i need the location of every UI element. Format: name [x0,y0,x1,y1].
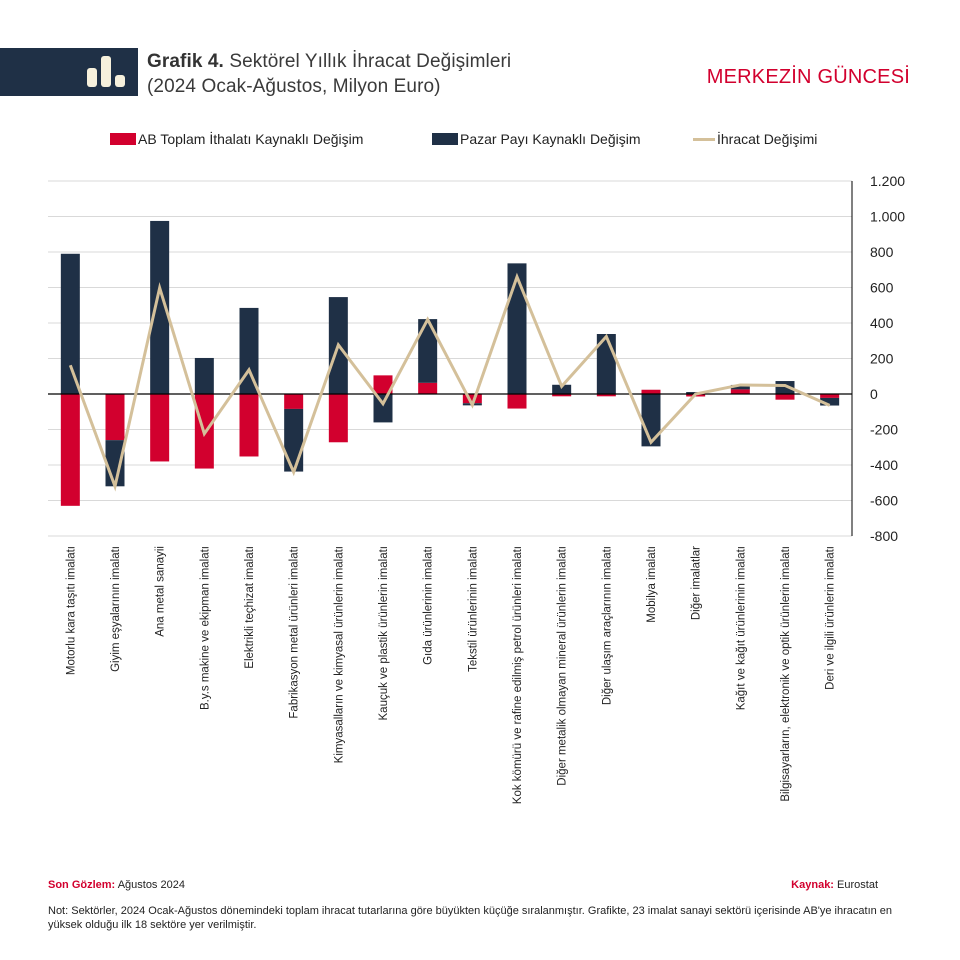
source-value: Eurostat [837,879,878,891]
bar-eu-import [418,382,438,394]
bar-market-share [150,220,170,394]
bar-market-share [507,263,527,394]
bar-market-share [418,319,438,383]
chart-legend: AB Toplam İthalatı Kaynaklı Değişim Paza… [0,131,960,151]
x-tick-label: Giyim eşyalarının imalatı [110,546,122,672]
x-tick-label: Bilgisayarların, elektronik ve optik ürü… [780,546,792,802]
y-tick-label: 200 [870,351,894,367]
y-axis: 1.200 1.000 800 600 400 200 0 -200 -400 -600 -800 [851,173,905,544]
bar-eu-import [730,389,750,394]
x-tick-label: Fabrikasyon metal ürünleri imalatı [289,546,301,719]
last-observation-label: Son Gözlem: [48,879,116,891]
legend-label: AB Toplam İthalatı Kaynaklı Değişim [138,131,364,147]
x-tick-label: Kok kömürü ve rafine edilmiş petrol ürün… [512,546,524,804]
chart-area: 1.2001.0008006004002000-200-400-600-800 … [48,173,905,804]
x-tick-label: Diğer metalik olmayan mineral ürünlerin … [557,546,569,786]
bar-eu-import [641,389,661,394]
bar-eu-import [552,394,572,397]
header-band [0,48,138,96]
x-tick-label: Kauçuk ve plastik ürünlerin imalatı [378,546,390,721]
x-tick-label: Tekstil ürünlerinin imalatı [467,546,479,672]
y-tick-label: 0 [870,386,878,402]
y-tick-label: 400 [870,315,894,331]
gridlines [48,180,852,537]
x-axis-labels: Motorlu kara taşıtı imalatı Giyim eşyalar… [65,546,836,804]
export-change-line [68,272,831,492]
bar-market-share [284,408,304,472]
brand-logo-text: MERKEZİN GÜNCESİ [706,66,910,88]
legend-item-export-change: İhracat Değişimi [693,131,817,147]
legend-item-eu-import: AB Toplam İthalatı Kaynaklı Değişim [110,131,363,147]
x-tick-label: Kağıt ve kağıt ürünlerinin imalatı [735,546,747,710]
legend-item-market-share: Pazar Payı Kaynaklı Değişim [432,131,641,147]
last-observation-value: Ağustos 2024 [117,879,185,891]
bar-eu-import [775,394,795,400]
title-bold: Grafik 4. [147,51,224,72]
bars [60,220,840,506]
x-tick-label: Elektrikli teçhizat imalatı [244,546,256,669]
y-tick-label: 1.200 [870,173,905,189]
bar-eu-import [820,394,840,398]
bar-eu-import [239,394,259,457]
bar-eu-import [373,375,393,394]
title-line-2: (2024 Ocak-Ağustos, Milyon Euro) [147,76,441,97]
y-tick-label: 1.000 [870,209,905,225]
bar-eu-import [507,394,527,409]
bar-eu-import [284,394,304,409]
bar-eu-import [328,394,348,443]
y-tick-label: -600 [870,493,898,509]
x-tick-label: Gıda ürünlerinin imalatı [423,546,435,665]
x-tick-label: Mobilya imalatı [646,546,658,623]
last-observation: Son Gözlem: Ağustos 2024 [48,879,185,891]
title-line-1: Sektörel Yıllık İhracat Değişimleri [229,51,512,72]
y-tick-label: 800 [870,244,894,260]
x-tick-label: Deri ve ilgili ürünlerin imalatı [825,546,837,690]
footnote: Not: Sektörler, 2024 Ocak-Ağustos dönemi… [48,905,893,931]
legend-label: Pazar Payı Kaynaklı Değişim [460,131,641,147]
x-tick-label: Motorlu kara taşıtı imalatı [65,546,77,675]
source: Kaynak: Eurostat [791,879,878,891]
bar-market-share [239,307,259,394]
chart-title: Grafik 4. Sektörel Yıllık İhracat Değişi… [147,49,511,99]
y-tick-label: -800 [870,528,898,544]
bar-eu-import [60,394,80,506]
source-label: Kaynak: [791,879,834,891]
x-tick-label: Diğer imalatlar [691,546,703,620]
bar-market-share [194,357,214,394]
y-tick-label: 600 [870,280,894,296]
export-change-polyline [68,272,831,492]
bar-market-share [820,397,840,406]
legend-swatch-line [693,137,715,141]
y-tick-label: -400 [870,457,898,473]
legend-swatch-red [110,133,136,145]
x-tick-label: B.y.s makine ve ekipman imalatı [199,546,211,710]
bar-market-share [730,384,750,390]
bar-eu-import [596,394,616,397]
bar-eu-import [150,394,170,462]
x-tick-label: Ana metal sanayii [155,546,167,637]
bar-eu-import [105,394,125,441]
bar-market-share [552,384,572,394]
x-tick-label: Kimyasalların ve kimyasal ürünlerin imal… [333,546,345,763]
bar-market-share [373,394,393,423]
bar-eu-import [462,394,482,404]
y-tick-label: -200 [870,422,898,438]
legend-swatch-navy [432,133,458,145]
bar-chart-icon [87,56,125,87]
bar-market-share [60,253,80,394]
x-tick-label: Diğer ulaşım araçlarının imalatı [601,546,613,705]
legend-label: İhracat Değişimi [717,131,818,147]
